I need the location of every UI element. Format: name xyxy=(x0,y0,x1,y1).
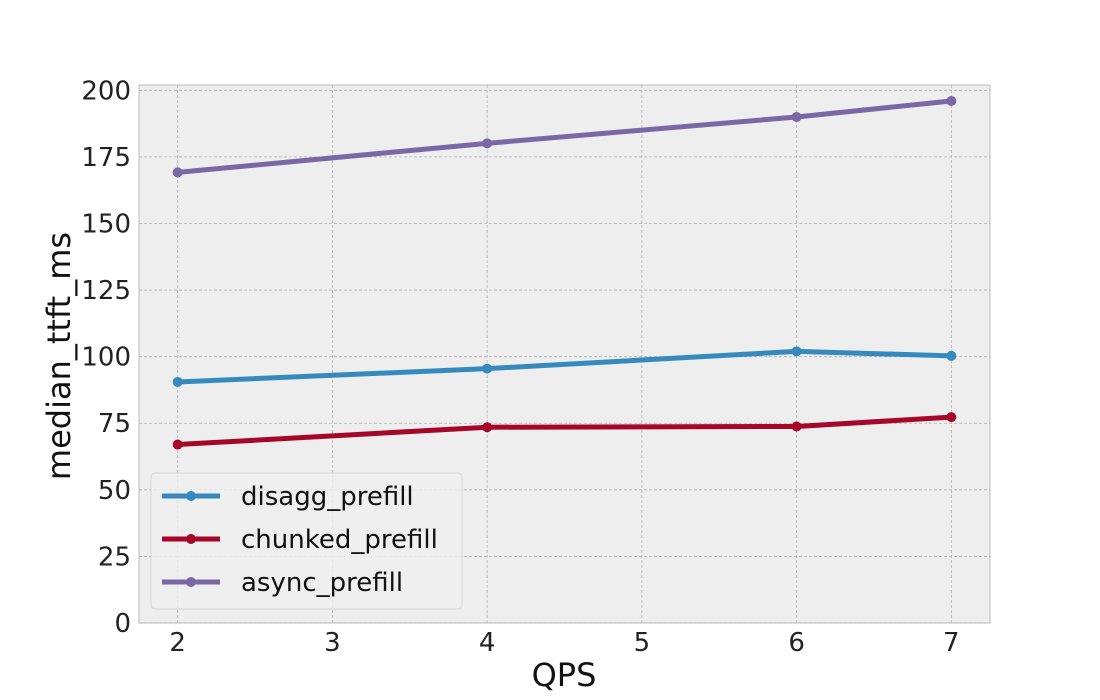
x-tick-label: 7 xyxy=(943,628,960,658)
data-point-chunked_prefill xyxy=(482,422,493,433)
legend: disagg_prefill chunked_prefill async_prefi… xyxy=(150,472,463,610)
legend-marker-chunked_prefill xyxy=(186,534,196,544)
data-point-disagg_prefill xyxy=(946,350,957,361)
legend-marker-disagg_prefill xyxy=(186,491,196,501)
x-tick-label: 4 xyxy=(479,628,496,658)
data-point-disagg_prefill xyxy=(791,346,802,357)
data-point-disagg_prefill xyxy=(172,376,183,387)
series-layer xyxy=(172,95,957,450)
legend-label-async_prefill: async_prefill xyxy=(241,568,403,598)
y-tick-label: 50 xyxy=(98,476,131,506)
data-point-chunked_prefill xyxy=(172,439,183,450)
x-tick-label: 6 xyxy=(788,628,805,658)
data-point-async_prefill xyxy=(482,138,493,149)
y-axis-title: median_ttft_ms xyxy=(40,232,78,480)
legend-marker-async_prefill xyxy=(186,577,196,587)
x-tick-label: 2 xyxy=(169,628,186,658)
series-line-chunked_prefill xyxy=(175,414,954,448)
x-tick-label: 5 xyxy=(634,628,651,658)
y-tick-label: 200 xyxy=(81,76,131,106)
y-axis-ticks: 0 25 50 75 100 125 150 175 200 xyxy=(81,76,131,639)
series-line-disagg_prefill xyxy=(175,348,954,385)
data-point-async_prefill xyxy=(172,167,183,178)
data-point-async_prefill xyxy=(946,95,957,106)
legend-label-disagg_prefill: disagg_prefill xyxy=(241,482,414,512)
data-point-chunked_prefill xyxy=(946,412,957,423)
y-tick-label: 150 xyxy=(81,209,131,239)
data-point-disagg_prefill xyxy=(482,363,493,374)
x-axis-ticks: 2 3 4 5 6 7 xyxy=(169,628,959,658)
x-tick-label: 3 xyxy=(324,628,341,658)
x-axis-title: QPS xyxy=(532,656,597,694)
data-point-chunked_prefill xyxy=(791,421,802,432)
legend-box xyxy=(150,472,463,610)
y-tick-label: 175 xyxy=(81,143,131,173)
legend-label-chunked_prefill: chunked_prefill xyxy=(241,525,438,555)
y-tick-label: 125 xyxy=(81,276,131,306)
series-line-async_prefill xyxy=(175,98,954,175)
y-tick-label: 25 xyxy=(98,542,131,572)
data-point-async_prefill xyxy=(791,111,802,122)
y-tick-label: 75 xyxy=(98,409,131,439)
y-tick-label: 100 xyxy=(81,343,131,373)
y-tick-label: 0 xyxy=(114,609,131,639)
